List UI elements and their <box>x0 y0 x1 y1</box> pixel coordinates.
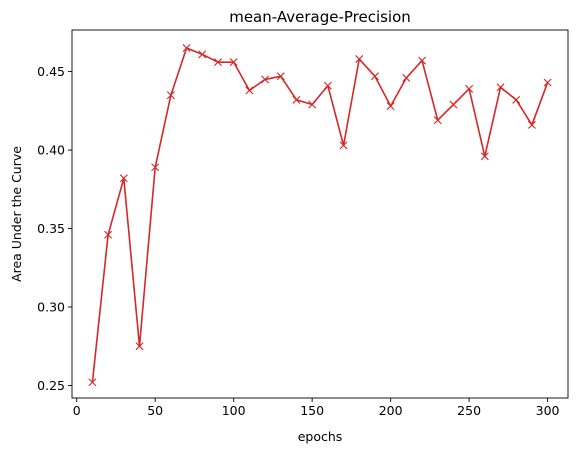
marker-stroke <box>213 58 222 67</box>
data-point-marker <box>433 116 442 125</box>
data-point-marker <box>245 86 254 95</box>
data-point-marker <box>213 58 222 67</box>
marker-stroke <box>449 100 458 109</box>
data-point-marker <box>480 152 489 161</box>
marker-stroke <box>527 120 536 129</box>
marker-stroke <box>119 174 128 183</box>
data-point-marker <box>323 81 332 90</box>
marker-stroke <box>182 44 191 53</box>
data-point-marker <box>198 50 207 59</box>
marker-stroke <box>480 152 489 161</box>
data-point-marker <box>276 72 285 81</box>
data-point-marker <box>402 73 411 82</box>
data-point-marker <box>386 102 395 111</box>
marker-stroke <box>245 86 254 95</box>
marker-stroke <box>433 116 442 125</box>
data-point-marker <box>527 120 536 129</box>
plot-area <box>71 29 569 399</box>
y-axis-label: Area Under the Curve <box>9 146 24 282</box>
data-point-marker <box>465 84 474 93</box>
data-point-marker <box>166 91 175 100</box>
x-tick-label: 100 <box>222 403 246 418</box>
x-axis-ticks: 0 50 100 150 200 250 300 <box>73 398 560 418</box>
data-point-marker <box>292 95 301 104</box>
marker-stroke <box>292 95 301 104</box>
marker-stroke <box>496 83 505 92</box>
series-layer <box>88 44 552 387</box>
marker-stroke <box>198 50 207 59</box>
y-tick-label: 0.40 <box>37 143 65 158</box>
marker-stroke <box>151 163 160 172</box>
data-point-marker <box>261 75 270 84</box>
data-point-marker <box>229 58 238 67</box>
y-axis-ticks: 0.25 0.30 0.35 0.40 0.45 <box>37 64 72 393</box>
data-point-marker <box>119 174 128 183</box>
x-tick-label: 0 <box>73 403 81 418</box>
marker-stroke <box>323 81 332 90</box>
marker-stroke <box>339 141 348 150</box>
data-point-marker <box>370 72 379 81</box>
marker-stroke <box>355 55 364 64</box>
marker-stroke <box>104 230 113 239</box>
marker-stroke <box>135 342 144 351</box>
marker-stroke <box>512 95 521 104</box>
data-point-marker <box>543 78 552 87</box>
x-tick-label: 250 <box>457 403 481 418</box>
marker-stroke <box>276 72 285 81</box>
data-point-marker <box>418 56 427 65</box>
data-point-marker <box>512 95 521 104</box>
y-tick-label: 0.35 <box>37 221 65 236</box>
marker-stroke <box>465 84 474 93</box>
x-tick-label: 200 <box>379 403 403 418</box>
data-point-marker <box>182 44 191 53</box>
plot-frame <box>71 29 569 399</box>
y-tick-label: 0.45 <box>37 64 65 79</box>
data-point-marker <box>496 83 505 92</box>
marker-stroke <box>308 100 317 109</box>
data-point-marker <box>449 100 458 109</box>
marker-stroke <box>386 102 395 111</box>
x-tick-label: 150 <box>300 403 324 418</box>
y-tick-label: 0.25 <box>37 378 65 393</box>
x-axis-label: epochs <box>298 429 343 444</box>
marker-stroke <box>229 58 238 67</box>
marker-stroke <box>543 78 552 87</box>
series-line <box>91 47 549 383</box>
marker-stroke <box>402 73 411 82</box>
data-point-marker <box>88 378 97 387</box>
marker-stroke <box>88 378 97 387</box>
marker-stroke <box>370 72 379 81</box>
chart-title: mean-Average-Precision <box>229 8 411 26</box>
data-point-marker <box>135 342 144 351</box>
data-point-marker <box>339 141 348 150</box>
data-point-marker <box>104 230 113 239</box>
x-tick-label: 50 <box>147 403 163 418</box>
y-tick-label: 0.30 <box>37 299 65 314</box>
data-point-marker <box>151 163 160 172</box>
data-point-marker <box>355 55 364 64</box>
x-tick-label: 300 <box>536 403 560 418</box>
data-point-marker <box>308 100 317 109</box>
marker-stroke <box>418 56 427 65</box>
marker-stroke <box>166 91 175 100</box>
marker-stroke <box>261 75 270 84</box>
